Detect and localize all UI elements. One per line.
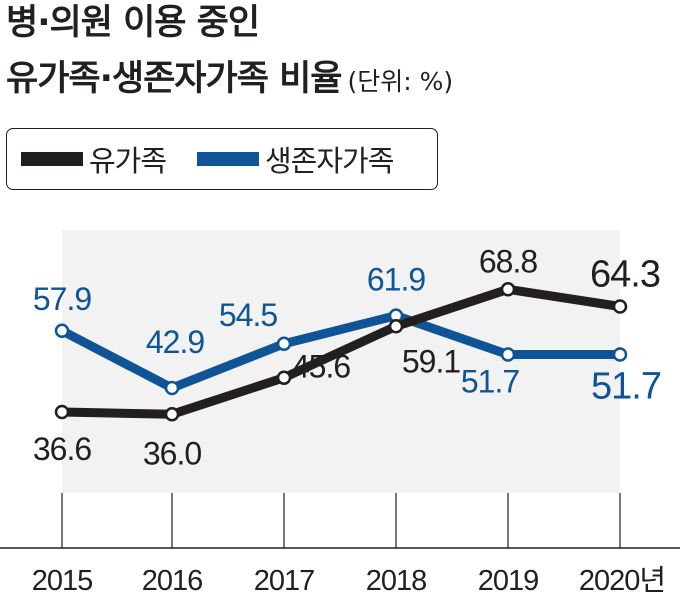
data-label-series-1-2015: 36.6 bbox=[33, 431, 91, 467]
legend-item-series-2: 생존자가족 bbox=[197, 129, 394, 189]
data-label-series-2-2020년: 51.7 bbox=[591, 366, 661, 408]
point-series-1-2017 bbox=[276, 370, 292, 385]
point-series-2-2019 bbox=[500, 347, 516, 362]
data-label-series-1-2019: 68.8 bbox=[479, 243, 537, 279]
point-series-2-2020년 bbox=[612, 347, 628, 362]
point-series-2-2015 bbox=[54, 323, 70, 339]
data-label-series-1-2020년: 64.3 bbox=[590, 254, 660, 296]
point-series-2-2016 bbox=[164, 380, 180, 396]
data-label-series-1-2017: 45.6 bbox=[292, 349, 350, 385]
x-tick-2016: 2016 bbox=[142, 565, 203, 597]
series-line-1 bbox=[57, 284, 625, 419]
data-label-series-2-2019: 51.7 bbox=[461, 364, 519, 400]
x-tick-2020년: 2020년 bbox=[579, 565, 665, 597]
x-tick-2019: 2019 bbox=[478, 565, 539, 597]
data-label-series-2-2015: 57.9 bbox=[33, 281, 91, 317]
legend-label-series-2: 생존자가족 bbox=[265, 144, 394, 178]
chart-title-text: 유가족·생존자가족 비율 bbox=[6, 59, 342, 99]
x-tick-2018: 2018 bbox=[366, 565, 427, 597]
data-label-series-2-2018: 61.9 bbox=[367, 262, 425, 298]
unit-label: (단위: %) bbox=[347, 67, 454, 96]
legend-swatch-series-2 bbox=[197, 152, 259, 166]
data-label-series-2-2016: 42.9 bbox=[146, 324, 204, 360]
chart-title-line2: 유가족·생존자가족 비율 (단위: %) bbox=[6, 62, 453, 97]
point-series-1-2019 bbox=[500, 282, 516, 297]
legend-swatch-series-1 bbox=[21, 152, 83, 166]
point-series-2-2017 bbox=[276, 336, 292, 352]
legend-item-series-1: 유가족 bbox=[21, 129, 167, 189]
x-tick-2015: 2015 bbox=[32, 565, 93, 597]
data-label-series-2-2017: 54.5 bbox=[219, 297, 277, 333]
data-label-series-1-2016: 36.0 bbox=[143, 435, 201, 471]
chart-title-line1: 병·의원 이용 중인 bbox=[6, 3, 260, 43]
point-series-1-2018 bbox=[388, 319, 404, 334]
data-label-series-1-2018: 59.1 bbox=[402, 343, 460, 379]
legend-label-series-1: 유가족 bbox=[89, 144, 167, 178]
series-line-2 bbox=[57, 311, 625, 393]
x-tick-2017: 2017 bbox=[254, 565, 315, 597]
plot-background bbox=[62, 230, 620, 493]
point-series-1-2015 bbox=[54, 404, 70, 420]
point-series-1-2016 bbox=[164, 407, 180, 422]
legend: 유가족 생존자가족 bbox=[6, 128, 438, 190]
point-series-1-2020년 bbox=[612, 299, 628, 314]
